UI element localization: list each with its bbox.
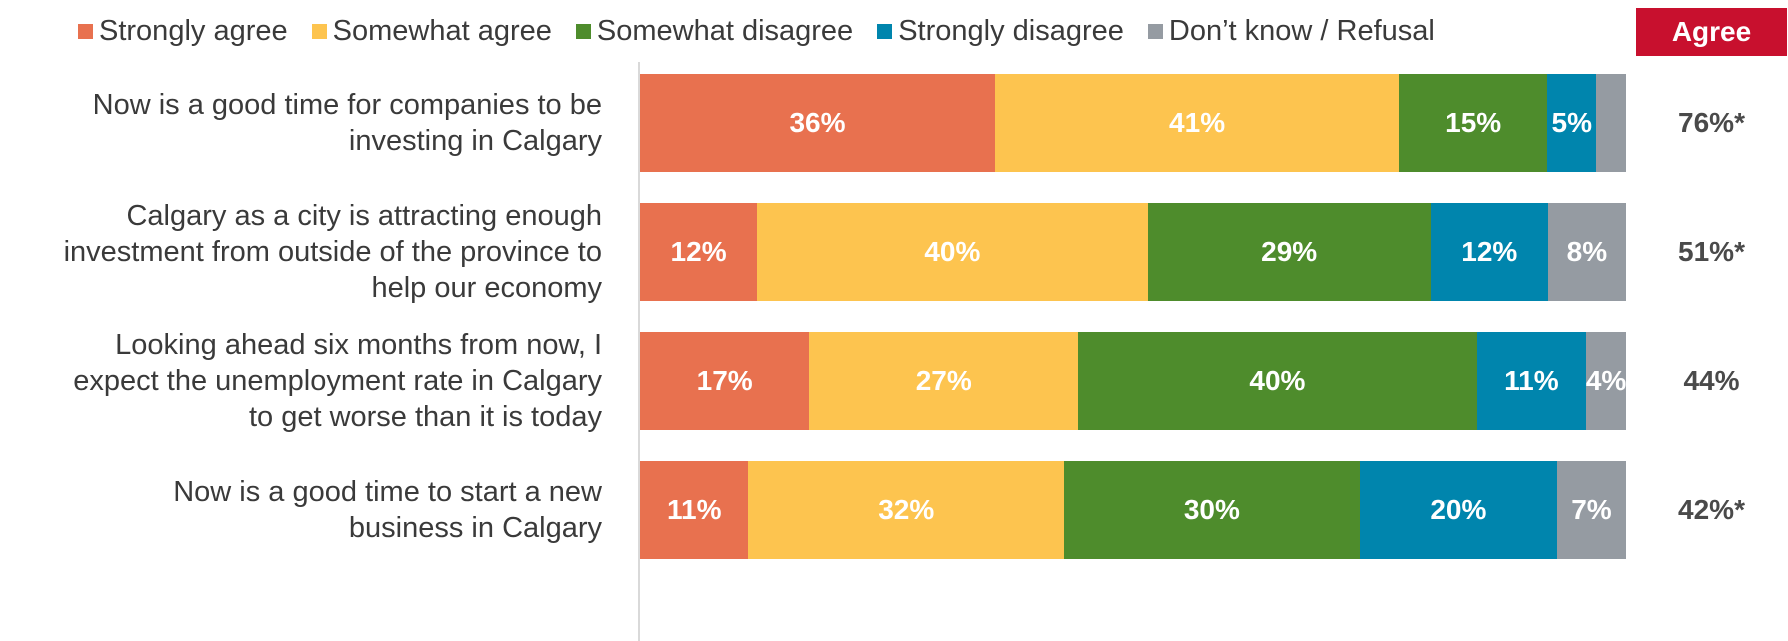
stacked-bar: 11% 32% 30% 20% 7% — [640, 461, 1626, 559]
agree-total-value: 51%* — [1678, 236, 1745, 267]
legend-item: Strongly agree — [78, 15, 288, 48]
bar-segment: 30% — [1063, 461, 1360, 559]
category-label: Now is a good time for companies to be in… — [92, 89, 602, 157]
bar-segment: 11% — [640, 461, 749, 559]
legend-label: Don’t know / Refusal — [1168, 14, 1435, 47]
stacked-bar: 36% 41% 15% 5% — [640, 74, 1626, 172]
legend-swatch — [1147, 23, 1163, 39]
bar-segment: 40% — [757, 203, 1148, 301]
agree-total-value: 44% — [1683, 365, 1740, 396]
bar-segment — [1596, 74, 1626, 172]
legend-swatch — [575, 23, 591, 39]
category-label: Now is a good time to start a new busines… — [173, 476, 602, 544]
legend-swatch — [311, 23, 327, 39]
chart-row: Now is a good time for companies to be in… — [0, 74, 1788, 172]
bar-segment: 12% — [1430, 203, 1548, 301]
legend-swatch — [877, 23, 893, 39]
category-axis-line — [638, 62, 640, 641]
bar-segment: 32% — [748, 461, 1064, 559]
stacked-bar: 17% 27% 40% 11% 4% — [640, 332, 1626, 430]
legend-item: Don’t know / Refusal — [1147, 14, 1435, 48]
legend-label: Somewhat agree — [332, 14, 552, 47]
legend-label: Strongly disagree — [898, 14, 1124, 47]
bar-segment: 8% — [1547, 203, 1626, 301]
chart-legend: Strongly agree Somewhat agree Somewhat dis… — [78, 11, 1459, 51]
bar-segment: 27% — [809, 332, 1079, 430]
bar-segment: 5% — [1547, 74, 1597, 172]
bar-segment: 29% — [1147, 203, 1431, 301]
agree-column-header: Agree — [1636, 8, 1787, 56]
bar-segment: 20% — [1359, 461, 1557, 559]
legend-item: Strongly disagree — [877, 15, 1124, 48]
stacked-bar: 12% 40% 29% 12% 8% — [640, 203, 1626, 301]
legend-label: Strongly agree — [99, 14, 288, 47]
chart-row: Now is a good time to start a new busines… — [0, 461, 1788, 559]
bar-segment: 12% — [640, 203, 758, 301]
bar-segment: 15% — [1399, 74, 1548, 172]
bar-segment: 41% — [994, 74, 1400, 172]
legend-label: Somewhat disagree — [596, 14, 854, 47]
bar-segment: 40% — [1078, 332, 1477, 430]
bar-segment: 17% — [640, 332, 810, 430]
legend-item: Somewhat agree — [311, 14, 552, 48]
category-label: Calgary as a city is attracting enough in… — [63, 200, 602, 304]
bar-segment: 4% — [1586, 332, 1626, 430]
chart-row: Calgary as a city is attracting enough in… — [0, 200, 1788, 304]
bar-segment: 11% — [1476, 332, 1587, 430]
bar-segment: 7% — [1556, 461, 1626, 559]
bar-segment: 36% — [640, 74, 995, 172]
legend-swatch — [78, 23, 93, 39]
legend-item: Somewhat disagree — [575, 14, 854, 48]
agree-total-value: 42%* — [1678, 494, 1745, 525]
agree-total-value: 76%* — [1678, 107, 1745, 138]
